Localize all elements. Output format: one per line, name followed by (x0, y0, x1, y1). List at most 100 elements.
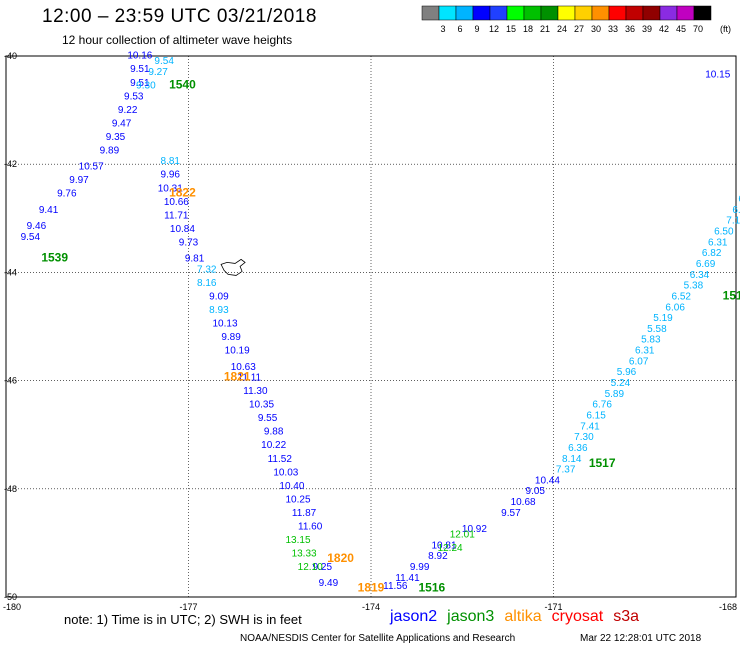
data-point-label: 8.93 (209, 305, 229, 316)
data-point-label: 8.16 (197, 278, 217, 289)
data-point-label: 6.82 (702, 248, 722, 259)
legend-tick-label: 6 (457, 24, 462, 34)
data-point-label: 9.53 (124, 91, 144, 102)
pass-time-label: 1540 (169, 77, 196, 91)
data-point-label: 9.30 (136, 80, 156, 91)
data-point-label: 9.96 (161, 170, 181, 181)
data-point-label: 10.19 (225, 346, 250, 357)
data-point-label: 9.51 (130, 78, 150, 89)
data-point-label: 9.25 (313, 562, 333, 573)
data-point-label: 11.60 (298, 521, 323, 532)
x-tick-label: -168 (719, 602, 737, 612)
legend-unit-label: (ft) (720, 24, 731, 34)
data-point-label: 9.54 (154, 56, 174, 67)
data-point-label: 9.09 (209, 291, 229, 302)
data-point-label: 9.54 (21, 232, 41, 243)
satellite-legend-item: jason3 (447, 608, 495, 625)
data-point-label: 5.96 (617, 367, 637, 378)
data-point-label: 9.35 (106, 132, 126, 143)
data-point-label: 10.31 (158, 183, 183, 194)
data-point-label: 11.30 (243, 386, 268, 397)
legend-tick-label: 33 (608, 24, 618, 34)
data-point-label: 6.97 (738, 194, 740, 205)
legend-tick-label: 36 (625, 24, 635, 34)
footer-timestamp: Mar 22 12:28:01 UTC 2018 (580, 633, 702, 644)
satellite-legend-item: s3a (613, 608, 640, 625)
legend-tick-label: 39 (642, 24, 652, 34)
data-point-label: 9.22 (118, 105, 138, 116)
data-point-label: 11.11 (238, 373, 262, 384)
data-point-label: 9.47 (112, 118, 132, 129)
data-point-label: 10.68 (511, 497, 536, 508)
legend-tick-label: 3 (440, 24, 445, 34)
data-point-label: 9.89 (100, 145, 120, 156)
legend-tick-label: 42 (659, 24, 669, 34)
legend-tick-label: 30 (591, 24, 601, 34)
data-point-label: 13.33 (292, 548, 317, 559)
data-point-label: 10.81 (431, 540, 456, 551)
legend-tick-label: 24 (557, 24, 567, 34)
y-tick-label: -44 (4, 267, 17, 277)
legend-tick-label: 12 (489, 24, 499, 34)
y-tick-label: -40 (4, 51, 17, 61)
x-tick-label: -177 (179, 602, 197, 612)
y-tick-label: -48 (4, 484, 17, 494)
data-point-label: 10.92 (462, 524, 487, 535)
data-point-label: 9.57 (501, 508, 521, 519)
legend-tick-label: 27 (574, 24, 584, 34)
pass-time-label: 1821 (224, 370, 251, 384)
y-tick-label: -50 (4, 592, 17, 602)
data-point-label: 12.01 (450, 529, 475, 540)
data-point-label: 9.89 (221, 332, 241, 343)
data-point-label: 10.84 (170, 224, 195, 235)
data-point-label: 6.06 (665, 302, 685, 313)
data-point-label: 12.10 (298, 562, 323, 573)
legend-tick-label: 15 (506, 24, 516, 34)
data-point-label: 9.88 (264, 427, 284, 438)
data-point-label: 9.55 (258, 413, 278, 424)
data-point-label: 6.07 (629, 356, 649, 367)
data-point-label: 9.46 (27, 221, 47, 232)
data-point-label: 9.49 (319, 578, 339, 589)
pass-time-label: 1819 (358, 581, 385, 595)
data-point-label: 5.58 (647, 324, 667, 335)
data-point-label: 10.63 (231, 362, 256, 373)
data-point-label: 9.05 (526, 486, 546, 497)
data-point-label: 6.69 (696, 259, 716, 270)
data-point-label: 10.57 (79, 162, 104, 173)
data-point-label: 10.13 (212, 319, 237, 330)
chart-subtitle: 12 hour collection of altimeter wave hei… (62, 33, 293, 47)
pass-time-label: 1539 (41, 251, 68, 265)
data-point-label: 7.32 (197, 264, 217, 275)
satellite-legend-item: cryosat (551, 608, 604, 625)
data-point-label: 8.92 (428, 551, 448, 562)
x-tick-label: -171 (544, 602, 562, 612)
data-point-label: 13.15 (285, 535, 310, 546)
pass-time-label: 1822 (169, 186, 196, 200)
data-point-label: 10.25 (285, 494, 310, 505)
legend-tick-label: 21 (540, 24, 550, 34)
data-point-label: 11.56 (383, 581, 408, 592)
legend-tick-label: 18 (523, 24, 533, 34)
legend-swatch (693, 5, 712, 21)
data-point-label: 10.35 (249, 400, 274, 411)
data-point-label: 7.41 (580, 421, 600, 432)
data-point-label: 7.19 (726, 216, 740, 227)
data-point-label: 10.44 (535, 475, 560, 486)
data-point-label: 7.37 (556, 465, 576, 476)
data-point-label: 6.36 (568, 443, 588, 454)
data-point-label: 10.03 (273, 467, 298, 478)
legend-tick-label: 70 (693, 24, 703, 34)
legend-tick-label: 9 (474, 24, 479, 34)
satellite-legend-item: jason2 (390, 608, 438, 625)
data-point-label: 9.41 (39, 205, 59, 216)
data-point-label: 9.99 (410, 562, 430, 573)
footer-credit: NOAA/NESDIS Center for Satellite Applica… (240, 633, 516, 644)
data-point-label: 11.87 (292, 508, 317, 519)
data-point-label: 9.73 (179, 237, 199, 248)
data-point-label: 6.52 (672, 291, 692, 302)
data-point-label: 8.81 (161, 156, 181, 167)
data-point-label: 10.22 (261, 440, 286, 451)
color-legend: 3 6 9 12 15 18 21 24 27 30 33 36 39 42 45 70 (ft) (421, 5, 731, 34)
